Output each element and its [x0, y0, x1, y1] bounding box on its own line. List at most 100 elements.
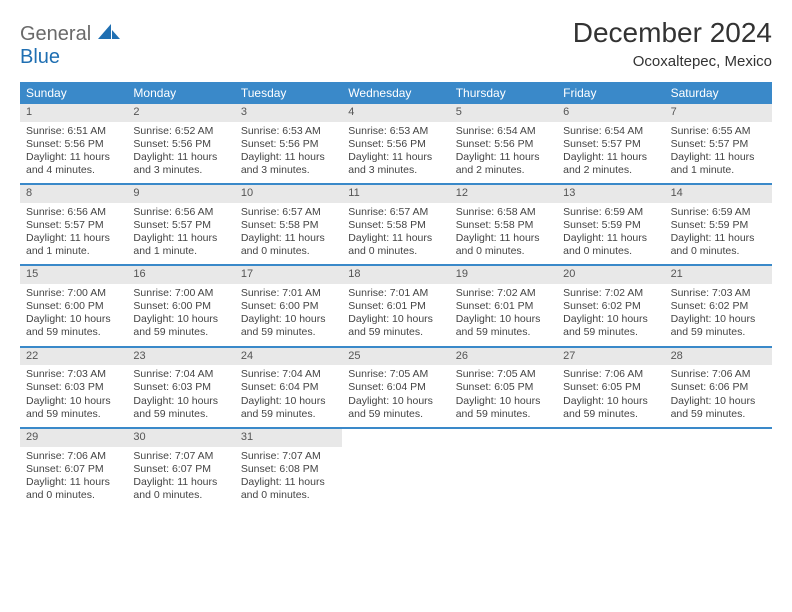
day-cell: 29Sunrise: 7:06 AMSunset: 6:07 PMDayligh… — [20, 429, 127, 508]
day-number: 18 — [342, 266, 449, 284]
day-cell: 25Sunrise: 7:05 AMSunset: 6:04 PMDayligh… — [342, 348, 449, 427]
sunrise-text: Sunrise: 7:01 AM — [348, 287, 443, 300]
day-details: Sunrise: 7:01 AMSunset: 6:00 PMDaylight:… — [235, 284, 342, 346]
day-cell: 7Sunrise: 6:55 AMSunset: 5:57 PMDaylight… — [665, 104, 772, 183]
sunrise-text: Sunrise: 7:07 AM — [241, 450, 336, 463]
sunset-text: Sunset: 6:07 PM — [133, 463, 228, 476]
month-title: December 2024 — [573, 18, 772, 49]
day-cell — [450, 429, 557, 508]
day-cell: 17Sunrise: 7:01 AMSunset: 6:00 PMDayligh… — [235, 266, 342, 345]
day-details: Sunrise: 7:05 AMSunset: 6:05 PMDaylight:… — [450, 365, 557, 427]
daylight-text: Daylight: 11 hours and 3 minutes. — [241, 151, 336, 177]
sunrise-text: Sunrise: 7:04 AM — [241, 368, 336, 381]
day-number: 17 — [235, 266, 342, 284]
weekday-header: Sunday Monday Tuesday Wednesday Thursday… — [20, 82, 772, 104]
sunset-text: Sunset: 6:03 PM — [133, 381, 228, 394]
sunset-text: Sunset: 6:03 PM — [26, 381, 121, 394]
sunrise-text: Sunrise: 7:01 AM — [241, 287, 336, 300]
day-number: 15 — [20, 266, 127, 284]
daylight-text: Daylight: 11 hours and 0 minutes. — [348, 232, 443, 258]
sunset-text: Sunset: 5:57 PM — [26, 219, 121, 232]
day-cell: 1Sunrise: 6:51 AMSunset: 5:56 PMDaylight… — [20, 104, 127, 183]
day-cell — [665, 429, 772, 508]
sunset-text: Sunset: 6:04 PM — [241, 381, 336, 394]
daylight-text: Daylight: 10 hours and 59 minutes. — [133, 395, 228, 421]
day-details: Sunrise: 6:52 AMSunset: 5:56 PMDaylight:… — [127, 122, 234, 184]
day-details: Sunrise: 7:00 AMSunset: 6:00 PMDaylight:… — [20, 284, 127, 346]
sunset-text: Sunset: 5:59 PM — [671, 219, 766, 232]
sunset-text: Sunset: 5:56 PM — [456, 138, 551, 151]
daylight-text: Daylight: 10 hours and 59 minutes. — [241, 313, 336, 339]
day-details: Sunrise: 6:53 AMSunset: 5:56 PMDaylight:… — [342, 122, 449, 184]
daylight-text: Daylight: 10 hours and 59 minutes. — [26, 313, 121, 339]
brand-sail-icon — [98, 27, 120, 44]
day-number: 20 — [557, 266, 664, 284]
day-number: 21 — [665, 266, 772, 284]
daylight-text: Daylight: 10 hours and 59 minutes. — [671, 395, 766, 421]
day-details: Sunrise: 6:56 AMSunset: 5:57 PMDaylight:… — [20, 203, 127, 265]
sunset-text: Sunset: 6:02 PM — [671, 300, 766, 313]
weeks-container: 1Sunrise: 6:51 AMSunset: 5:56 PMDaylight… — [20, 104, 772, 508]
brand-word-1: General — [20, 23, 91, 45]
sunset-text: Sunset: 5:57 PM — [563, 138, 658, 151]
day-details: Sunrise: 7:01 AMSunset: 6:01 PMDaylight:… — [342, 284, 449, 346]
sunset-text: Sunset: 5:56 PM — [133, 138, 228, 151]
day-number: 29 — [20, 429, 127, 447]
day-details: Sunrise: 7:00 AMSunset: 6:00 PMDaylight:… — [127, 284, 234, 346]
day-number: 7 — [665, 104, 772, 122]
day-details: Sunrise: 6:57 AMSunset: 5:58 PMDaylight:… — [342, 203, 449, 265]
sunrise-text: Sunrise: 7:05 AM — [348, 368, 443, 381]
day-cell: 11Sunrise: 6:57 AMSunset: 5:58 PMDayligh… — [342, 185, 449, 264]
location-label: Ocoxaltepec, Mexico — [573, 53, 772, 70]
day-number: 14 — [665, 185, 772, 203]
day-number: 26 — [450, 348, 557, 366]
brand-logo: General Blue — [20, 22, 120, 69]
day-details: Sunrise: 6:53 AMSunset: 5:56 PMDaylight:… — [235, 122, 342, 184]
day-cell — [342, 429, 449, 508]
sunrise-text: Sunrise: 7:00 AM — [26, 287, 121, 300]
day-cell: 4Sunrise: 6:53 AMSunset: 5:56 PMDaylight… — [342, 104, 449, 183]
sunrise-text: Sunrise: 6:56 AM — [133, 206, 228, 219]
sunset-text: Sunset: 6:01 PM — [456, 300, 551, 313]
day-cell: 27Sunrise: 7:06 AMSunset: 6:05 PMDayligh… — [557, 348, 664, 427]
sunset-text: Sunset: 6:08 PM — [241, 463, 336, 476]
sunrise-text: Sunrise: 6:59 AM — [671, 206, 766, 219]
daylight-text: Daylight: 11 hours and 2 minutes. — [563, 151, 658, 177]
sunrise-text: Sunrise: 7:07 AM — [133, 450, 228, 463]
sunset-text: Sunset: 5:57 PM — [133, 219, 228, 232]
sunset-text: Sunset: 5:58 PM — [456, 219, 551, 232]
day-cell: 5Sunrise: 6:54 AMSunset: 5:56 PMDaylight… — [450, 104, 557, 183]
sunrise-text: Sunrise: 7:00 AM — [133, 287, 228, 300]
sunrise-text: Sunrise: 7:06 AM — [671, 368, 766, 381]
daylight-text: Daylight: 11 hours and 0 minutes. — [563, 232, 658, 258]
sunset-text: Sunset: 6:07 PM — [26, 463, 121, 476]
day-details: Sunrise: 7:07 AMSunset: 6:08 PMDaylight:… — [235, 447, 342, 509]
weekday-thursday: Thursday — [450, 82, 557, 104]
daylight-text: Daylight: 11 hours and 0 minutes. — [241, 476, 336, 502]
day-number: 23 — [127, 348, 234, 366]
day-details: Sunrise: 6:54 AMSunset: 5:57 PMDaylight:… — [557, 122, 664, 184]
day-details: Sunrise: 7:07 AMSunset: 6:07 PMDaylight:… — [127, 447, 234, 509]
day-details: Sunrise: 6:56 AMSunset: 5:57 PMDaylight:… — [127, 203, 234, 265]
day-cell: 24Sunrise: 7:04 AMSunset: 6:04 PMDayligh… — [235, 348, 342, 427]
daylight-text: Daylight: 11 hours and 2 minutes. — [456, 151, 551, 177]
daylight-text: Daylight: 11 hours and 0 minutes. — [133, 476, 228, 502]
day-number: 30 — [127, 429, 234, 447]
sunrise-text: Sunrise: 7:02 AM — [563, 287, 658, 300]
daylight-text: Daylight: 11 hours and 0 minutes. — [26, 476, 121, 502]
sunrise-text: Sunrise: 6:53 AM — [241, 125, 336, 138]
week-row: 22Sunrise: 7:03 AMSunset: 6:03 PMDayligh… — [20, 348, 772, 429]
daylight-text: Daylight: 11 hours and 0 minutes. — [456, 232, 551, 258]
day-cell: 3Sunrise: 6:53 AMSunset: 5:56 PMDaylight… — [235, 104, 342, 183]
day-number: 4 — [342, 104, 449, 122]
sunset-text: Sunset: 5:56 PM — [26, 138, 121, 151]
week-row: 29Sunrise: 7:06 AMSunset: 6:07 PMDayligh… — [20, 429, 772, 508]
sunrise-text: Sunrise: 6:59 AM — [563, 206, 658, 219]
day-details: Sunrise: 6:55 AMSunset: 5:57 PMDaylight:… — [665, 122, 772, 184]
sunrise-text: Sunrise: 6:54 AM — [563, 125, 658, 138]
sunset-text: Sunset: 6:04 PM — [348, 381, 443, 394]
weekday-tuesday: Tuesday — [235, 82, 342, 104]
day-number — [450, 429, 557, 447]
daylight-text: Daylight: 10 hours and 59 minutes. — [26, 395, 121, 421]
day-number: 24 — [235, 348, 342, 366]
